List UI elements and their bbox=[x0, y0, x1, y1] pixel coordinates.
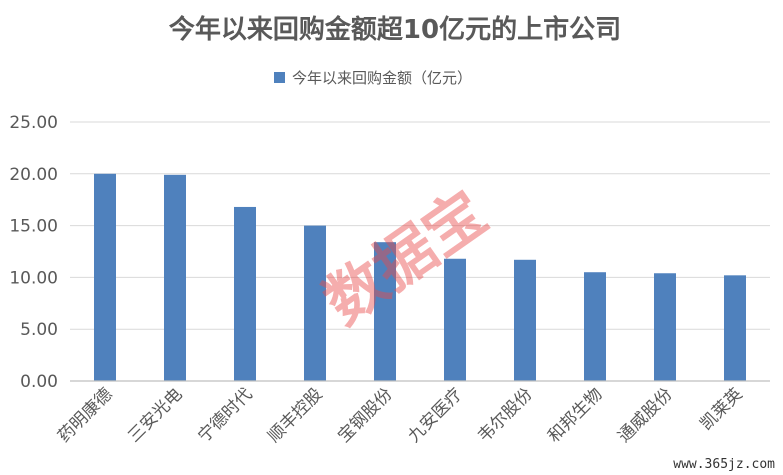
x-tick-label: 顺丰控股 bbox=[264, 384, 326, 446]
y-tick-label: 15.00 bbox=[9, 217, 58, 237]
x-tick-label: 九安医疗 bbox=[404, 384, 466, 446]
y-tick-label: 5.00 bbox=[20, 320, 58, 340]
bar bbox=[94, 173, 116, 381]
site-url: www.365jz.com bbox=[673, 457, 775, 472]
bar bbox=[234, 206, 256, 381]
bar bbox=[374, 242, 396, 381]
legend: 今年以来回购金额（亿元） bbox=[274, 69, 472, 87]
y-tick-label: 10.00 bbox=[9, 268, 58, 288]
y-tick-label: 25.00 bbox=[9, 113, 58, 133]
legend-label: 今年以来回购金额（亿元） bbox=[292, 69, 472, 87]
bar bbox=[444, 258, 466, 381]
x-tick-label: 宁德时代 bbox=[194, 384, 256, 446]
bars bbox=[94, 173, 746, 381]
bar bbox=[584, 272, 606, 381]
bar bbox=[724, 275, 746, 381]
legend-swatch bbox=[274, 72, 285, 83]
chart-title: 今年以来回购金额超10亿元的上市公司 bbox=[169, 14, 621, 45]
bar bbox=[654, 273, 676, 381]
x-tick-label: 通威股份 bbox=[614, 384, 676, 446]
watermark: 数据宝 bbox=[312, 178, 500, 339]
y-tick-label: 20.00 bbox=[9, 165, 58, 185]
x-axis-labels: 药明康德 三安光电 宁德时代 顺丰控股 宝钢股份 九安医疗 韦尔股份 和邦生物 通威股份 凯莱英 bbox=[54, 384, 746, 446]
y-axis-ticks: 0.00 5.00 10.00 15.00 20.00 25.00 bbox=[9, 113, 58, 392]
x-tick-label: 凯莱英 bbox=[696, 384, 746, 434]
x-tick-label: 三安光电 bbox=[124, 384, 186, 446]
x-tick-label: 宝钢股份 bbox=[334, 384, 396, 446]
bar bbox=[304, 225, 326, 381]
y-tick-label: 0.00 bbox=[20, 372, 58, 392]
bar bbox=[164, 174, 186, 381]
gridlines bbox=[70, 121, 770, 330]
x-tick-label: 韦尔股份 bbox=[474, 384, 536, 446]
x-tick-label: 和邦生物 bbox=[544, 384, 606, 446]
bar bbox=[514, 259, 536, 381]
x-tick-label: 药明康德 bbox=[54, 384, 116, 446]
